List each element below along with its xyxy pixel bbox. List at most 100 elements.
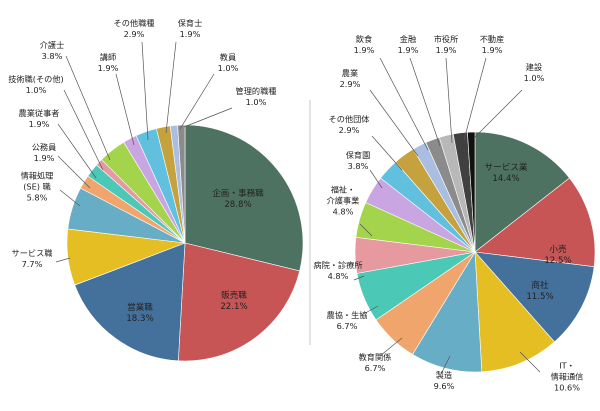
pie-2-value-11: 2.9% [340, 79, 361, 89]
pie-2-leader-3 [519, 351, 541, 373]
pie-2-label-6: 農協・生協6.7% [327, 310, 368, 331]
pie-2-value-2: 11.5% [526, 292, 553, 302]
pie-1-value-10: 2.9% [124, 29, 145, 39]
pie-1-slice-0 [184, 124, 304, 272]
pie-1-value-11: 1.9% [180, 29, 201, 39]
pie-2-label-13: 金融1.9% [398, 34, 419, 55]
pie-2-value-3: 10.6% [554, 382, 580, 392]
pie-1-label-12: 教員1.0% [218, 52, 239, 73]
pie-2-name-11: 農業 [342, 68, 358, 78]
pie-2-name-2: 商社 [531, 279, 549, 291]
pie-1-value-8: 3.8% [42, 51, 63, 61]
pie-1-name-7: 技術職(その他) [8, 74, 64, 84]
pie-2-name-14: 市役所 [434, 34, 459, 44]
pie-2-value-15: 1.9% [482, 45, 503, 55]
pie-1-value-0: 28.8% [224, 200, 251, 210]
pie-2-leader-8 [359, 223, 373, 237]
pie-1-leader-7 [63, 89, 104, 171]
pie-2-value-8: 4.8% [333, 206, 354, 216]
pie-1-name-5: 公務員 [32, 142, 57, 152]
pie-1-value-4: 5.8% [27, 192, 48, 202]
pie-2-label-11: 農業2.9% [340, 68, 361, 89]
pie-1-value-12: 1.0% [218, 63, 239, 73]
pie-2-name-8-line-0: 福祉・ [331, 184, 356, 194]
pie-2-value-6: 6.7% [337, 321, 358, 331]
pie-2-leader-14 [445, 57, 453, 144]
pie-1-name-10: その他職種 [114, 18, 155, 28]
pie-2-name-9: 保育園 [346, 150, 371, 160]
pie-1-slice-2 [74, 242, 186, 362]
pie-1-leader-12 [179, 73, 215, 130]
pie-1-name-3: サービス職 [12, 248, 53, 258]
pie-1-name-2: 営業職 [127, 301, 153, 313]
pie-1-name-8: 介護士 [40, 40, 65, 50]
pie-1-value-1: 22.1% [220, 302, 247, 312]
pie-2-leader-16 [473, 89, 523, 139]
pie-1-leader-4 [59, 189, 81, 207]
pie-2-value-10: 2.9% [339, 125, 360, 135]
pie-2-name-1: 小売 [549, 243, 567, 255]
pie-2-name-10: その他団体 [329, 114, 370, 124]
pie-2-name-3-line-0: IT・ [559, 360, 575, 370]
pie-2-slice-3 [474, 251, 555, 373]
pie-2-value-14: 1.9% [436, 45, 457, 55]
pie-1-name-4-line-0: 情報処理 [21, 170, 54, 180]
pie-1-leader-3 [55, 257, 71, 263]
pie-1-leader-6 [57, 123, 97, 179]
pie-1-name-0: 企画・事務職 [212, 187, 264, 199]
pie-1-name-9: 講師 [100, 52, 116, 62]
pie-1-label-4: 情報処理(SE) 職5.8% [21, 170, 54, 202]
pie-2-value-4: 9.6% [434, 381, 455, 391]
pie-2-slice-0 [474, 131, 570, 253]
pie-2-value-13: 1.9% [398, 45, 419, 55]
pie-2-name-7: 病院・診療所 [313, 260, 362, 270]
pie-1-name-12: 教員 [220, 52, 236, 62]
pie-1-name-1: 販売職 [221, 289, 247, 301]
pie-2-value-12: 1.9% [354, 45, 375, 55]
pie-2-label-12: 飲食1.9% [354, 34, 375, 55]
pie-2-leader-10 [371, 135, 403, 171]
pie-2-label-16: 建設1.0% [524, 62, 545, 83]
pie-1-value-5: 1.9% [34, 153, 55, 163]
pie-1-value-2: 18.3% [126, 314, 153, 324]
pie-1-leader-9 [115, 73, 135, 146]
pie-1-name-13: 管理的職種 [236, 86, 277, 96]
pie-2-value-9: 3.8% [348, 161, 369, 171]
pie-2-name-6: 農協・生協 [327, 310, 368, 320]
pie-1-name-4-line-1: (SE) 職 [23, 181, 51, 191]
pie-1-value-13: 1.0% [246, 97, 267, 107]
pie-1-leader-8 [65, 55, 111, 161]
pie-2-leader-6 [359, 305, 379, 317]
pie-2-value-5: 6.7% [365, 363, 386, 373]
pie-1-value-9: 1.9% [98, 63, 119, 73]
pie-2-name-3-line-1: 情報通信 [551, 371, 584, 381]
pie-1-leader-13 [183, 107, 233, 128]
pie-2-leader-12 [379, 57, 429, 151]
pie-2-name-0: サービス業 [485, 161, 528, 173]
pie-2-name-5: 教育関係 [359, 352, 392, 362]
pie-2-value-7: 4.8% [328, 271, 349, 281]
pie-2-label-4: 製造9.6% [434, 370, 455, 391]
pie-1-label-7: 技術職(その他)1.0% [8, 74, 64, 95]
pie-1-slice-13 [177, 124, 186, 244]
pie-2-leader-13 [409, 57, 441, 147]
pie-2-leader-11 [369, 89, 419, 157]
